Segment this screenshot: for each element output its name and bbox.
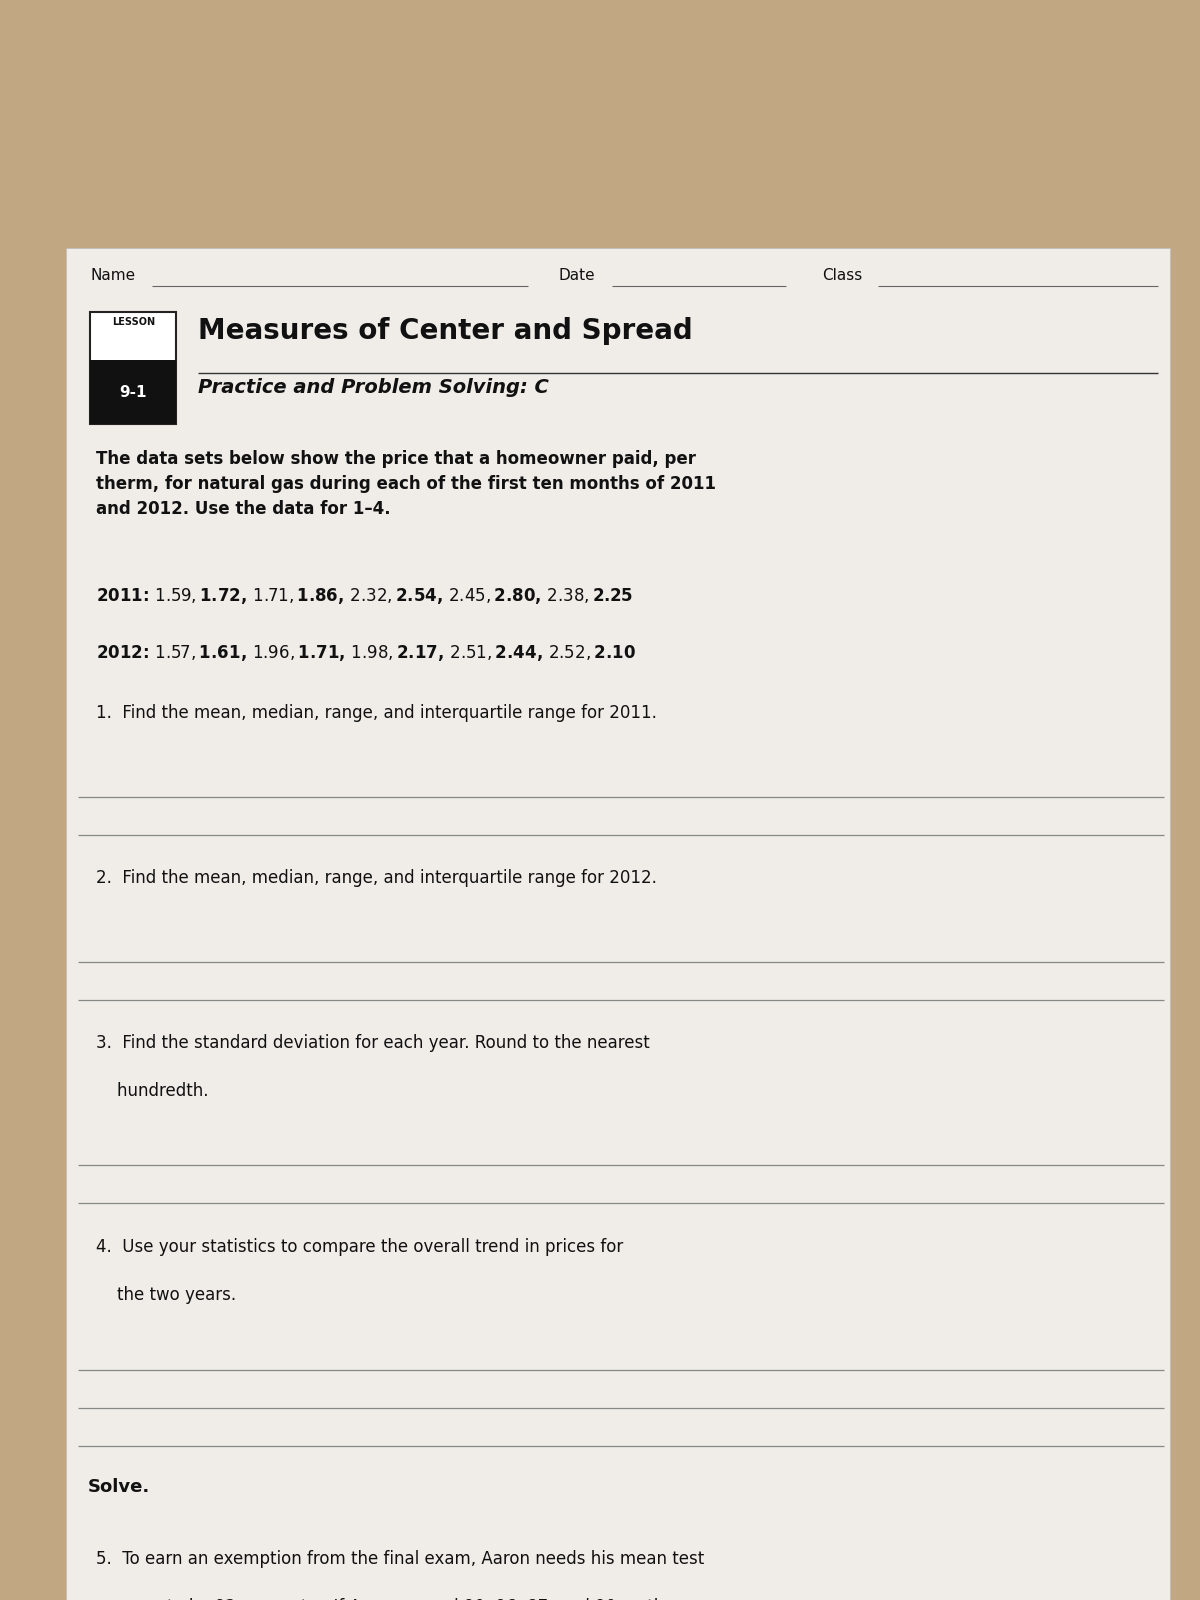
Text: 2012: $1.57, $1.61, $1.96, $1.71, $1.98, $2.17, $2.51, $2.44, $2.52, $2.10: 2012: $1.57, $1.61, $1.96, $1.71, $1.98,…: [96, 643, 636, 664]
Text: hundredth.: hundredth.: [96, 1082, 209, 1099]
Bar: [66, 248, 1170, 1600]
Text: 1.  Find the mean, median, range, and interquartile range for 2011.: 1. Find the mean, median, range, and int…: [96, 704, 656, 722]
Text: Class: Class: [822, 269, 863, 283]
Text: Date: Date: [558, 269, 595, 283]
Text: the two years.: the two years.: [96, 1286, 236, 1304]
Text: Solve.: Solve.: [88, 1478, 150, 1496]
Text: 9-1: 9-1: [120, 384, 146, 400]
Text: Name: Name: [90, 269, 136, 283]
Text: 2.  Find the mean, median, range, and interquartile range for 2012.: 2. Find the mean, median, range, and int…: [96, 869, 656, 886]
Bar: [90, 360, 176, 424]
Text: 3.  Find the standard deviation for each year. Round to the nearest: 3. Find the standard deviation for each …: [96, 1034, 649, 1051]
Text: 4.  Use your statistics to compare the overall trend in prices for: 4. Use your statistics to compare the ov…: [96, 1238, 623, 1256]
Text: Practice and Problem Solving: C: Practice and Problem Solving: C: [198, 378, 548, 397]
Text: 5.  To earn an exemption from the final exam, Aaron needs his mean test: 5. To earn an exemption from the final e…: [96, 1550, 704, 1568]
Bar: [90, 312, 176, 424]
Text: Measures of Center and Spread: Measures of Center and Spread: [198, 317, 692, 346]
Text: 2011: $1.59, $1.72, $1.71, $1.86, $2.32, $2.54, $2.45, $2.80, $2.38, $2.25: 2011: $1.59, $1.72, $1.71, $1.86, $2.32,…: [96, 586, 634, 606]
Text: The data sets below show the price that a homeowner paid, per
therm, for natural: The data sets below show the price that …: [96, 450, 716, 518]
Text: LESSON: LESSON: [112, 317, 155, 326]
